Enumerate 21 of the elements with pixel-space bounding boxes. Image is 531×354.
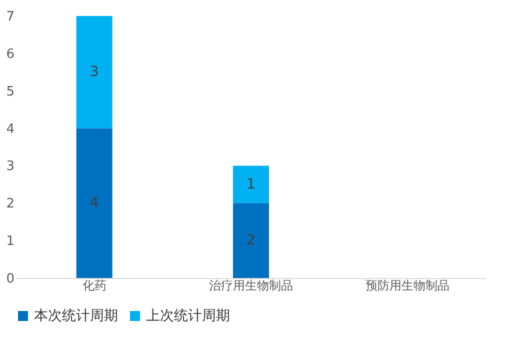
bar (76, 128, 112, 278)
legend-label: 本次统计周期 (34, 308, 118, 324)
bar (233, 166, 269, 204)
y-tick-label: 4 (6, 122, 14, 137)
legend-label: 上次统计周期 (146, 308, 230, 324)
bar (233, 203, 269, 278)
data-label: 3 (90, 64, 99, 80)
bar (76, 16, 112, 128)
y-tick-label: 0 (6, 272, 14, 286)
y-tick-label: 7 (6, 10, 14, 24)
x-tick-label: 治疗用生物制品 (209, 278, 293, 292)
data-label: 1 (246, 176, 256, 192)
y-tick-label: 3 (6, 159, 14, 174)
x-tick-label: 预防用生物制品 (366, 278, 450, 292)
data-label: 4 (90, 195, 99, 212)
y-tick-label: 2 (6, 196, 14, 212)
data-label: 2 (246, 232, 256, 249)
y-tick-label: 5 (6, 84, 14, 100)
y-tick-label: 1 (6, 234, 14, 250)
y-tick-label: 6 (6, 46, 14, 62)
x-tick-label: 化药 (82, 278, 106, 292)
